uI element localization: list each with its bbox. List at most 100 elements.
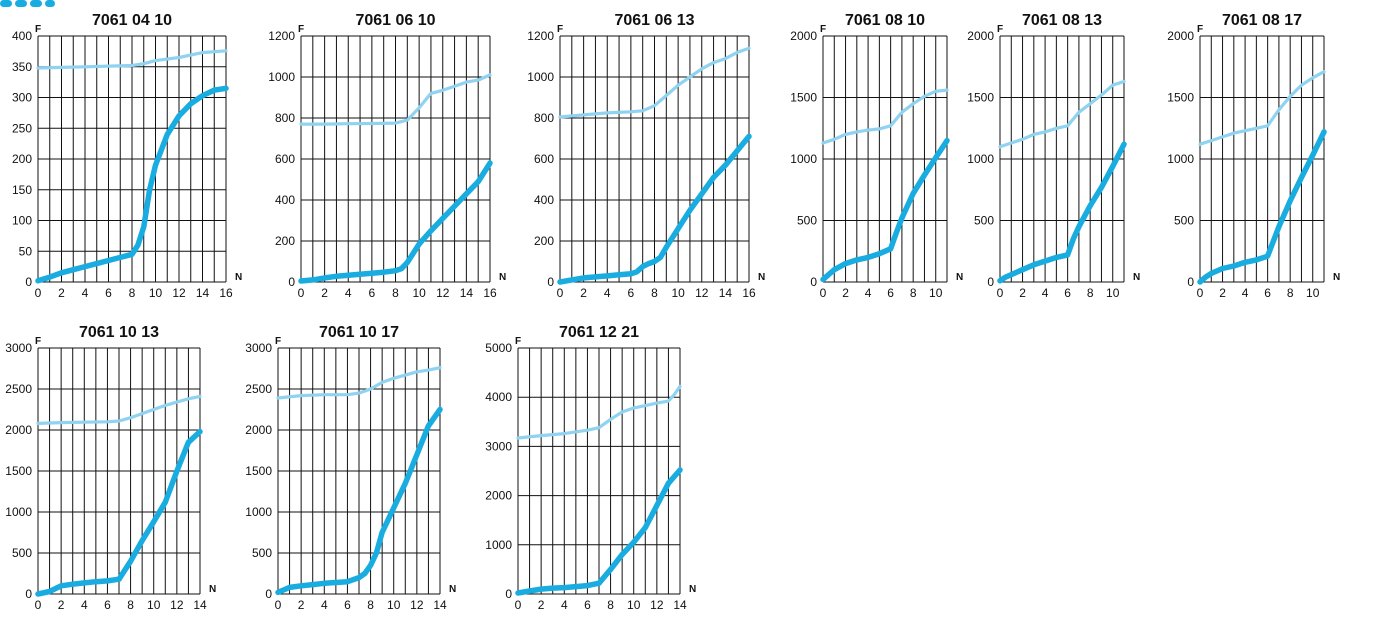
series-line-lower — [1200, 132, 1324, 282]
x-tick-label: 0 — [35, 286, 42, 300]
y-tick-label: 2000 — [485, 489, 512, 503]
chart-svg: 7061 12 21 F N 0 1000 2000 3000 4000 5000 0 2 4 6 8 10… — [480, 320, 704, 618]
y-tick-label: 400 — [534, 193, 554, 207]
y-tick-label: 400 — [12, 29, 32, 43]
x-tick-label: 8 — [651, 286, 658, 300]
chart-title: 7061 04 10 — [92, 12, 172, 29]
chart-svg: 7061 06 10 F N 0 200 400 600 800 1000 1200 0 2 4 6 8 10… — [265, 8, 514, 306]
x-tick-label: 6 — [105, 286, 112, 300]
y-tick-label: 800 — [275, 111, 295, 125]
x-tick-label: 14 — [719, 286, 733, 300]
y-tick-label: 2000 — [245, 423, 272, 437]
chart-svg: 7061 06 13 F N 0 200 400 600 800 1000 1200 0 2 4 6 8 10… — [525, 8, 773, 306]
y-tick-label: 2000 — [967, 29, 994, 43]
x-tick-label: 2 — [321, 286, 328, 300]
series-line-upper — [823, 90, 947, 143]
y-tick-label: 500 — [797, 214, 817, 228]
x-tick-label: 8 — [1087, 286, 1094, 300]
y-tick-label: 1500 — [790, 91, 817, 105]
y-tick-label: 300 — [12, 91, 32, 105]
chart-title: 7061 06 13 — [614, 12, 694, 29]
x-tick-label: 10 — [671, 286, 685, 300]
y-tick-label: 2000 — [790, 29, 817, 43]
y-tick-label: 0 — [1187, 275, 1194, 289]
y-tick-label: 200 — [534, 234, 554, 248]
brand-segment — [15, 0, 27, 7]
x-tick-label: 10 — [149, 286, 163, 300]
x-tick-label: 4 — [1042, 286, 1049, 300]
x-tick-label: 2 — [580, 286, 587, 300]
chart-panel-7061-04-10: 7061 04 10 F N 0 50 100 150 200 250 300 350 400 0 2 4 6… — [0, 8, 250, 306]
chart-svg: 7061 08 17FN05001000150020000 2 4 6 8 10 — [1160, 8, 1348, 306]
y-axis-label: F — [997, 24, 1003, 35]
x-tick-label: 16 — [219, 286, 233, 300]
chart-title: 7061 10 17 — [319, 324, 399, 341]
y-tick-label: 100 — [12, 214, 32, 228]
y-tick-label: 1000 — [245, 505, 272, 519]
chart-svg: 7061 04 10FN0501001502002503003504000 2 4 6… — [0, 8, 250, 306]
x-axis-label: N — [1133, 272, 1140, 283]
x-tick-label: 2 — [1019, 286, 1026, 300]
y-tick-label: 200 — [12, 152, 32, 166]
y-tick-label: 0 — [810, 275, 817, 289]
y-tick-label: 0 — [25, 275, 32, 289]
chart-panel-7061-06-10: 7061 06 10 F N 0 200 400 600 800 1000 1200 0 2 4 6 8 10… — [265, 8, 514, 306]
x-axis-label: N — [499, 272, 506, 283]
brand-segment — [0, 0, 12, 7]
x-tick-label: 6 — [369, 286, 376, 300]
y-tick-label: 500 — [974, 214, 994, 228]
y-axis-label: F — [557, 24, 563, 35]
x-axis-label: N — [449, 584, 456, 595]
y-tick-label: 5000 — [485, 341, 512, 355]
y-tick-label: 0 — [987, 275, 994, 289]
y-tick-label: 500 — [252, 546, 272, 560]
x-tick-label: 0 — [997, 286, 1004, 300]
x-tick-label: 16 — [483, 286, 497, 300]
x-tick-label: 4 — [604, 286, 611, 300]
x-tick-label: 16 — [742, 286, 756, 300]
x-tick-label: 4 — [865, 286, 872, 300]
y-tick-label: 1000 — [5, 505, 32, 519]
x-tick-label: 0 — [298, 286, 305, 300]
chart-title: 7061 06 10 — [355, 12, 435, 29]
series-line-lower — [823, 141, 947, 280]
x-tick-label: 2 — [1219, 286, 1226, 300]
y-tick-label: 500 — [1174, 214, 1194, 228]
chart-title: 7061 08 10 — [845, 12, 925, 29]
y-axis-label: F — [1197, 24, 1203, 35]
chart-svg: 7061 08 13 F N 0 500 1000 1500 2000 0 2 4 6 8 10 — [962, 8, 1148, 306]
y-axis-label: F — [515, 336, 521, 347]
y-tick-label: 3000 — [245, 341, 272, 355]
y-tick-label: 1200 — [527, 29, 554, 43]
chart-panel-7061-08-17: 7061 08 17 F N 0 500 1000 1500 2000 0 2 4 6 8 10 — [1160, 8, 1348, 306]
chart-panel-7061-06-13: 7061 06 13 F N 0 200 400 600 800 1000 1200 0 2 4 6 8 10… — [525, 8, 773, 306]
x-axis-label: N — [1333, 272, 1340, 283]
y-tick-label: 0 — [547, 275, 554, 289]
y-tick-label: 1500 — [5, 464, 32, 478]
y-tick-label: 1000 — [790, 152, 817, 166]
y-tick-label: 3000 — [5, 341, 32, 355]
x-tick-label: 10 — [1106, 286, 1120, 300]
series-line-upper — [1000, 82, 1124, 147]
chart-title: 7061 08 17 — [1222, 12, 1302, 29]
chart-panel-7061-10-13: 7061 10 13 F N 0 500 1000 1500 2000 2500 3000 0 2 4 6… — [0, 320, 224, 618]
y-tick-label: 4000 — [485, 390, 512, 404]
y-tick-label: 200 — [275, 234, 295, 248]
brand-segment — [30, 0, 42, 7]
y-axis-label: F — [35, 24, 41, 35]
chart-svg: 7061 10 13FN0500100015002000250030000 2 4 6… — [0, 320, 224, 618]
chart-panel-7061-10-17: 7061 10 17 F N 0 500 1000 1500 2000 2500 3000 0 2 4 6… — [240, 320, 464, 618]
chart-svg: 7061 08 10FN05001000150020000 2 4 6 8 10 — [786, 8, 971, 306]
x-axis-label: N — [209, 584, 216, 595]
x-tick-label: 12 — [436, 286, 450, 300]
x-axis-label: N — [758, 272, 765, 283]
x-tick-label: 6 — [628, 286, 635, 300]
x-tick-label: 8 — [910, 286, 917, 300]
y-tick-label: 2500 — [5, 382, 32, 396]
y-tick-label: 150 — [12, 183, 32, 197]
x-tick-label: 6 — [1064, 286, 1071, 300]
brand-segment — [45, 0, 55, 7]
y-tick-label: 1500 — [967, 91, 994, 105]
chart-panel-7061-12-21: 7061 12 21 F N 0 1000 2000 3000 4000 5000 0 2 4 6 8 10… — [480, 320, 704, 618]
y-tick-label: 1500 — [245, 464, 272, 478]
